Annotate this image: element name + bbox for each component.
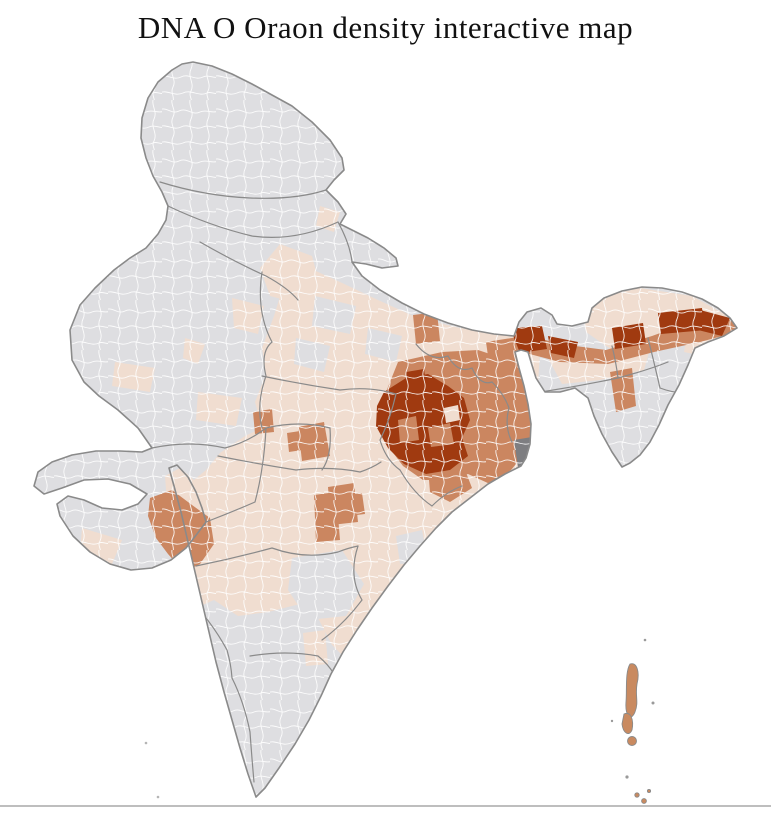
region-masked-kutch-tip[interactable]	[44, 400, 70, 420]
island[interactable]	[634, 792, 640, 798]
region-medium[interactable]	[168, 574, 193, 644]
island[interactable]	[627, 736, 637, 746]
page-title: DNA O Oraon density interactive map	[137, 10, 634, 45]
india-outline	[33, 61, 738, 798]
andaman-nicobar-islands[interactable]	[621, 663, 652, 804]
island[interactable]	[625, 663, 639, 718]
region-low[interactable]	[566, 412, 596, 454]
small-island-dots	[610, 638, 655, 779]
island[interactable]	[646, 788, 652, 794]
lakshadweep-islands	[144, 741, 160, 799]
island[interactable]	[621, 712, 634, 734]
state-boundaries	[151, 181, 689, 783]
island[interactable]	[641, 798, 647, 804]
